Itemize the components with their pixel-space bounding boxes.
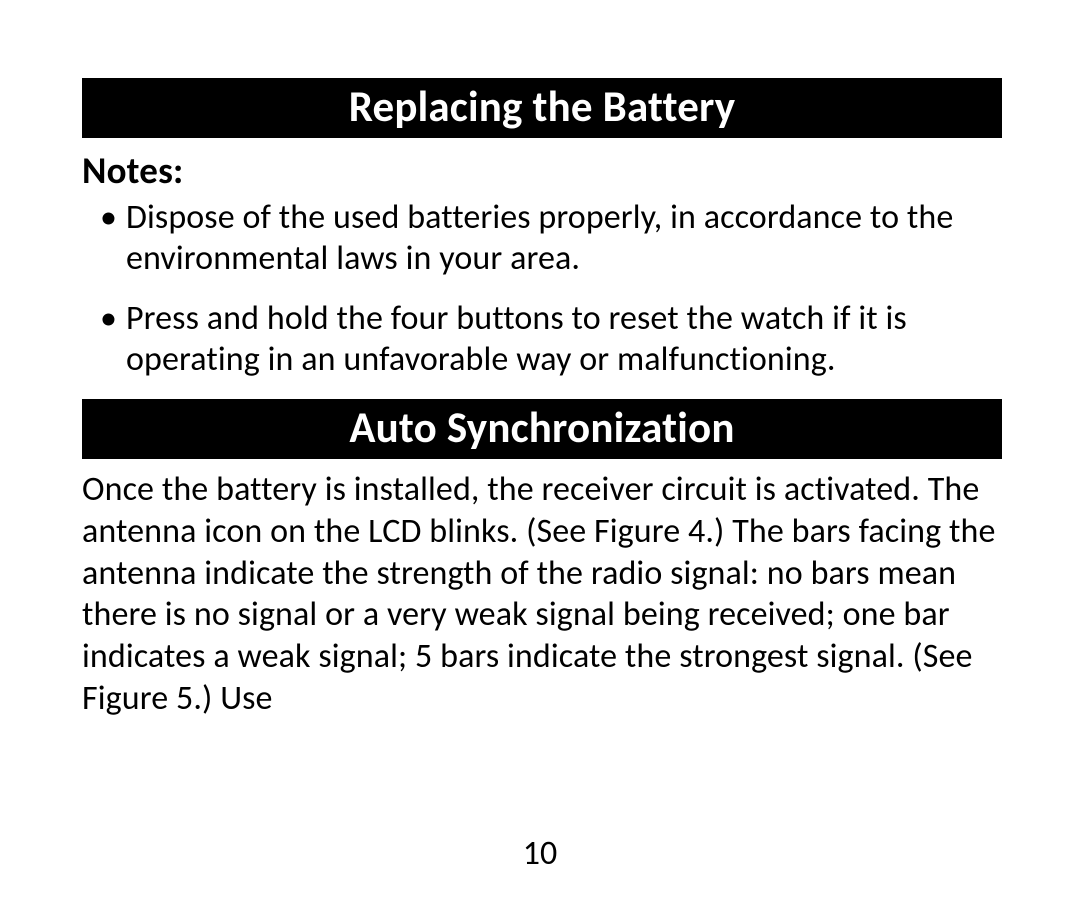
- manual-page: Replacing the Battery Notes: Dispose of …: [0, 0, 1080, 904]
- notes-list: Dispose of the used batteries properly, …: [82, 197, 1002, 381]
- notes-bullet: Dispose of the used batteries properly, …: [126, 197, 1002, 280]
- notes-heading: Notes:: [82, 148, 1002, 193]
- section-header-auto-sync: Auto Synchronization: [82, 399, 1002, 459]
- notes-bullet: Press and hold the four buttons to reset…: [126, 298, 1002, 381]
- auto-sync-paragraph: Once the battery is installed, the recei…: [82, 469, 1002, 720]
- page-number: 10: [0, 833, 1080, 874]
- section-header-replacing-battery: Replacing the Battery: [82, 78, 1002, 138]
